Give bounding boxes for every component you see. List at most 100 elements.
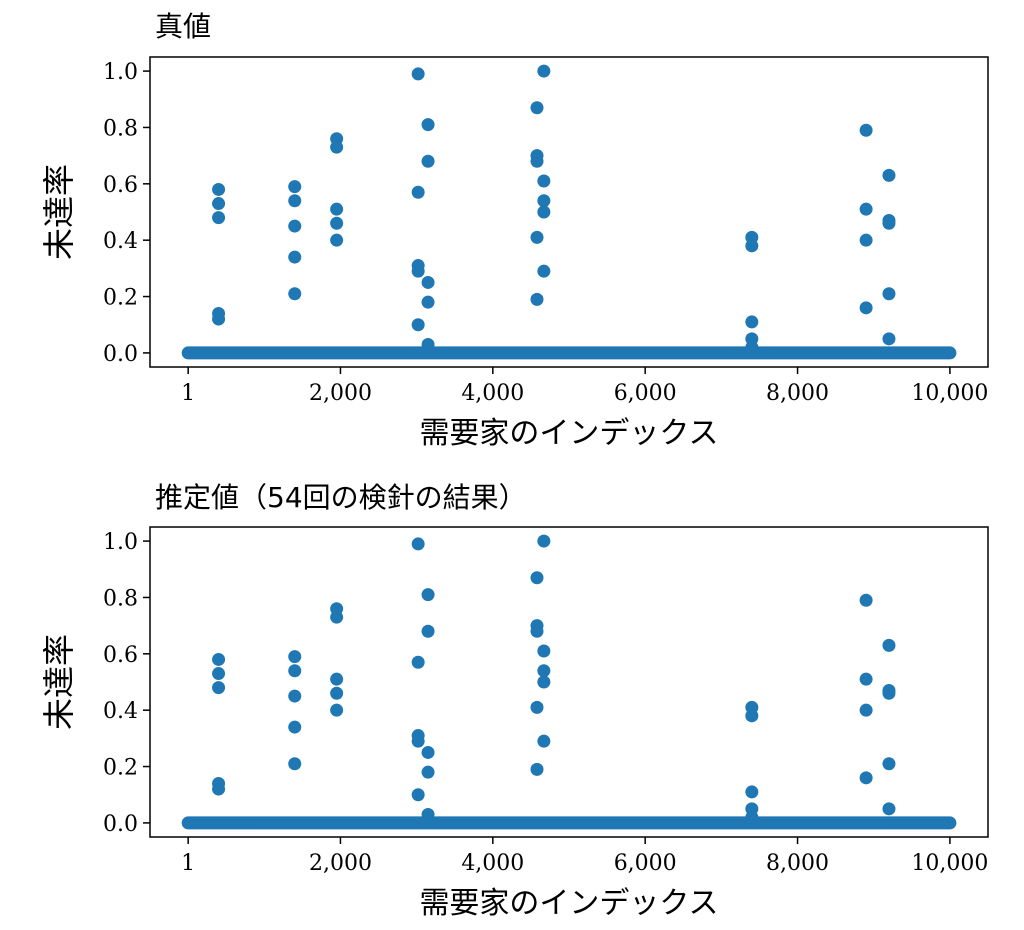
scatter-point — [859, 703, 873, 717]
y-tick-label: 0.6 — [103, 643, 138, 668]
scatter-point — [530, 624, 544, 638]
tick-group: 1 2,000 4,000 6,000 8,000 10,000 0.0 0.2 0.4 0.6 0… — [103, 60, 988, 406]
y-tick-label: 0.8 — [103, 586, 138, 611]
x-tick-label: 4,000 — [461, 851, 524, 876]
scatter-point — [421, 154, 435, 168]
scatter-point — [288, 689, 302, 703]
scatter-point — [421, 337, 435, 351]
scatter-point — [411, 655, 425, 669]
tick-group: 1 2,000 4,000 6,000 8,000 10,000 0.0 0.2 0.4 0.6 0… — [103, 530, 988, 876]
x-tick-label: 10,000 — [911, 851, 988, 876]
scatter-point — [330, 610, 344, 624]
scatter-point — [859, 672, 873, 686]
scatter-point — [530, 154, 544, 168]
scatter-point — [330, 216, 344, 230]
y-tick-label: 0.0 — [103, 812, 138, 837]
scatter-point — [212, 182, 226, 196]
scatter-point — [330, 140, 344, 154]
scatter-point — [288, 287, 302, 301]
scatter-point — [288, 194, 302, 208]
scatter-point — [882, 686, 896, 700]
scatter-point — [537, 194, 551, 208]
scatter-point — [212, 782, 226, 796]
scatter-point — [745, 709, 759, 723]
scatter-point — [537, 534, 551, 548]
scatter-point — [421, 588, 435, 602]
scatter-point — [411, 788, 425, 802]
scatter-point — [537, 174, 551, 188]
scatter-point — [288, 219, 302, 233]
x-tick-label: 2,000 — [309, 381, 372, 406]
x-axis-label: 需要家のインデックス — [419, 886, 718, 921]
scatter-point — [421, 807, 435, 821]
scatter-point — [530, 292, 544, 306]
scatter-point — [859, 202, 873, 216]
scatter-point — [745, 340, 759, 354]
scatter-point — [530, 700, 544, 714]
y-tick-label: 0.2 — [103, 756, 138, 781]
scatter-point — [411, 734, 425, 748]
scatter-point — [537, 675, 551, 689]
scatter-point — [859, 301, 873, 315]
panel-true-values: 真値 1 2,000 4,000 6,000 8,000 10,000 0.0 0.2 0.4 0… — [40, 10, 989, 451]
scatter-point — [421, 275, 435, 289]
scatter-point — [882, 638, 896, 652]
scatter-point — [745, 810, 759, 824]
scatter-point — [537, 664, 551, 678]
marks-group — [181, 534, 957, 830]
marks-group — [181, 64, 957, 360]
scatter-point — [411, 264, 425, 278]
panel-title: 推定値（54回の検針の結果） — [155, 481, 527, 514]
y-axis-label: 未達率 — [40, 634, 78, 730]
scatter-point — [537, 205, 551, 219]
x-tick-label: 4,000 — [461, 381, 524, 406]
scatter-point — [859, 123, 873, 137]
scatter-point — [421, 624, 435, 638]
panel-title: 真値 — [155, 10, 211, 43]
scatter-point — [411, 318, 425, 332]
scatter-point — [537, 64, 551, 78]
scatter-point — [537, 264, 551, 278]
x-tick-label: 1 — [181, 381, 195, 406]
scatter-point — [212, 681, 226, 695]
scatter-point — [212, 211, 226, 225]
y-tick-label: 0.0 — [103, 342, 138, 367]
scatter-point — [411, 185, 425, 199]
scatter-point — [330, 202, 344, 216]
scatter-point — [212, 667, 226, 681]
scatter-point — [882, 757, 896, 771]
scatter-point — [212, 197, 226, 211]
y-tick-label: 0.6 — [103, 173, 138, 198]
scatter-point — [537, 734, 551, 748]
scatter-point — [882, 168, 896, 182]
x-tick-label: 1 — [181, 851, 195, 876]
scatter-point — [882, 216, 896, 230]
scatter-point — [421, 118, 435, 132]
y-tick-label: 0.8 — [103, 116, 138, 141]
x-tick-label: 8,000 — [766, 851, 829, 876]
x-tick-label: 8,000 — [766, 381, 829, 406]
scatter-point — [212, 652, 226, 666]
scatter-point — [421, 745, 435, 759]
scatter-point — [745, 239, 759, 253]
scatter-point — [745, 315, 759, 329]
y-axis-label: 未達率 — [40, 164, 78, 260]
scatter-point — [530, 230, 544, 244]
scatter-point — [859, 771, 873, 785]
plot-frame — [149, 526, 989, 838]
y-tick-label: 0.4 — [103, 229, 138, 254]
scatter-point — [882, 287, 896, 301]
scatter-point — [330, 672, 344, 686]
scatter-point — [530, 571, 544, 585]
scatter-point — [859, 233, 873, 247]
scatter-point — [288, 720, 302, 734]
scatter-point — [530, 762, 544, 776]
x-tick-label: 6,000 — [614, 851, 677, 876]
scatter-point — [330, 686, 344, 700]
scatter-point — [745, 785, 759, 799]
y-tick-label: 1.0 — [103, 530, 138, 555]
scatter-point — [330, 233, 344, 247]
scatter-point — [537, 644, 551, 658]
